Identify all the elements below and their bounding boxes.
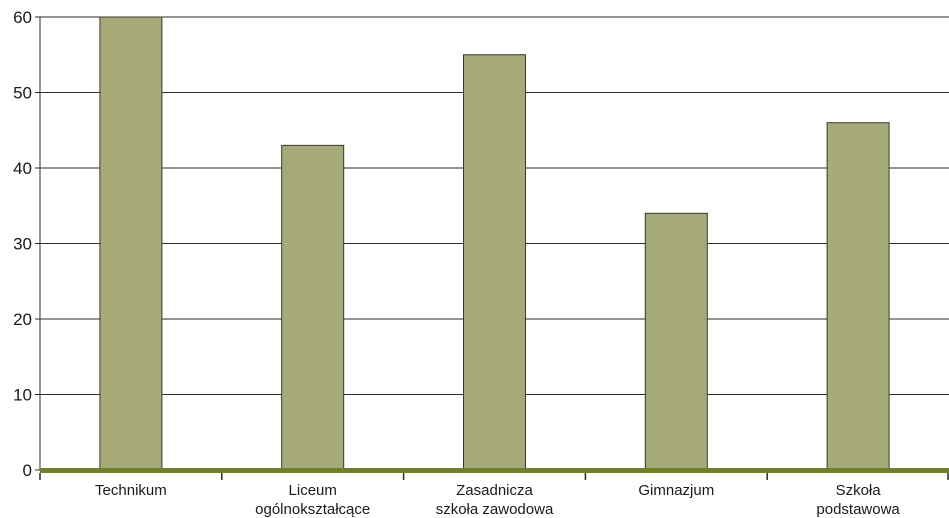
x-category-label: Liceum: [289, 482, 337, 499]
y-tick-label: 40: [13, 159, 32, 178]
bars: [99, 16, 890, 471]
x-category-label: szkoła zawodowa: [436, 501, 554, 518]
x-axis-labels: Technikum Liceum ogólnokształcące Zasadnicz…: [95, 482, 900, 518]
bar: [99, 16, 163, 471]
x-category-label: Zasadnicza: [456, 482, 533, 499]
y-axis-ticks: 0 10 20 30 40 50 60: [13, 8, 41, 480]
x-axis-ticks: [39, 473, 949, 480]
bar: [281, 144, 345, 471]
y-tick-label: 50: [13, 84, 32, 103]
bar: [826, 122, 890, 471]
y-tick-label: 20: [13, 310, 32, 329]
x-category-label: Szkoła: [836, 482, 882, 499]
bar: [463, 54, 526, 471]
y-tick-label: 0: [23, 461, 32, 480]
x-category-label: ogólnokształcące: [255, 501, 370, 518]
x-category-label: Technikum: [95, 482, 167, 499]
bar: [644, 212, 708, 471]
y-tick-label: 30: [13, 235, 32, 254]
x-category-label: podstawowa: [816, 501, 900, 518]
x-axis-baseline-bar: [40, 468, 949, 473]
y-tick-label: 60: [13, 8, 32, 27]
x-axis-baseline: [40, 468, 949, 473]
y-tick-label: 10: [13, 386, 32, 405]
x-category-label: Gimnazjum: [638, 482, 714, 499]
